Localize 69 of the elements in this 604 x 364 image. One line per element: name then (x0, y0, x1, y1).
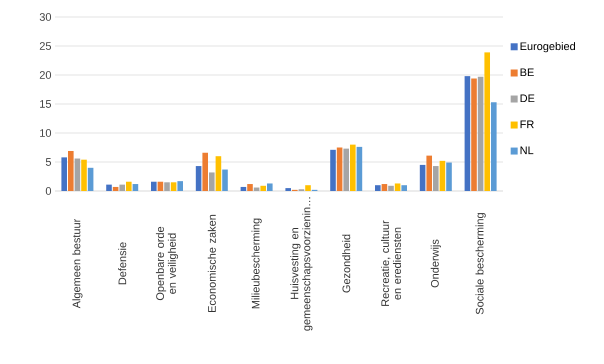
bar (170, 182, 176, 191)
bar (119, 184, 126, 191)
y-tick-label: 20 (40, 71, 52, 79)
bar (240, 186, 246, 191)
bar (158, 182, 164, 191)
bar (61, 157, 68, 191)
bar (285, 188, 292, 191)
bar (196, 166, 202, 191)
bar (68, 150, 74, 191)
bar (151, 182, 157, 191)
x-tick-label: Milieubescherming (252, 218, 262, 308)
bar (81, 160, 87, 191)
bar (164, 182, 170, 191)
bar (382, 184, 388, 191)
bar (336, 148, 342, 191)
bar (478, 76, 484, 191)
legend-label: Eurogebied (520, 42, 576, 52)
bar (267, 183, 273, 191)
legend-label: NL (520, 146, 534, 154)
bar (112, 186, 118, 191)
bar (426, 156, 432, 191)
bar (440, 160, 446, 191)
x-tick-label: Huisvesting en gemeenschapsvoorzienin… (290, 197, 312, 331)
y-tick-label: 25 (40, 42, 52, 50)
bar (305, 185, 311, 191)
x-tick-label: Onderwijs (430, 240, 441, 288)
bar (388, 186, 394, 191)
bar (260, 186, 266, 191)
bar (222, 170, 228, 191)
bar (106, 184, 112, 191)
bar (343, 148, 350, 191)
bar (126, 182, 132, 191)
bar (177, 181, 184, 191)
bar (202, 152, 208, 191)
bar (394, 183, 400, 191)
bar (491, 102, 497, 191)
legend-label: BE (520, 68, 534, 76)
bar (464, 76, 470, 191)
legend-label: DE (520, 94, 534, 102)
bar (433, 166, 439, 191)
bar (401, 185, 408, 191)
bar (74, 158, 80, 191)
bar (209, 172, 215, 191)
bar (446, 162, 452, 191)
y-tick-label: 30 (40, 13, 52, 21)
y-tick-label: 10 (40, 129, 52, 137)
legend-label: FR (520, 120, 534, 128)
bar (247, 184, 253, 191)
bar (375, 185, 381, 191)
bar (132, 184, 138, 191)
x-tick-label: Economische zaken (208, 214, 216, 312)
x-tick-label: Algemeen bestuur (72, 218, 83, 308)
bar (471, 78, 477, 191)
bar (216, 156, 222, 191)
bar (330, 150, 336, 191)
y-tick-label: 15 (40, 100, 52, 108)
x-tick-label: Openbare orde en veiligheid (156, 226, 178, 300)
x-tick-label: Sociale bescherming (476, 213, 486, 314)
y-tick-label: 0 (46, 187, 52, 195)
bar (484, 52, 490, 191)
x-tick-label: Gezondheid (342, 234, 350, 293)
x-tick-label: Defensie (118, 242, 126, 284)
bar (350, 144, 356, 191)
bar (420, 164, 426, 191)
x-tick-label: Recreatie, cultuur en erediensten (381, 220, 402, 306)
bar (356, 146, 362, 191)
bar (88, 168, 94, 191)
y-tick-label: 5 (46, 158, 52, 166)
bar (254, 188, 260, 191)
